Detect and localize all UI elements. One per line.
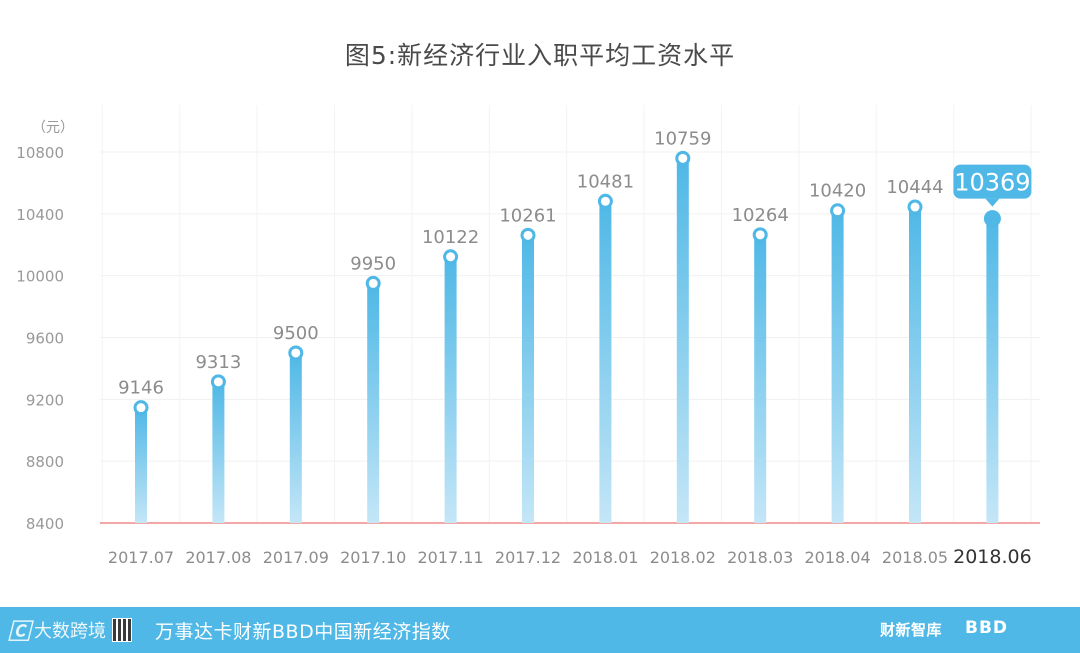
data-label: 10759 [654, 128, 711, 149]
bar [367, 283, 380, 523]
bar-marker [597, 193, 613, 209]
x-tick-label: 2018.03 [727, 548, 793, 567]
data-label: 10444 [886, 177, 943, 198]
value-callout-pointer [985, 198, 1000, 207]
bar-marker [365, 275, 381, 291]
y-tick-label: 8800 [26, 453, 64, 471]
data-label: 10264 [732, 205, 789, 226]
source-label: 万事达卡财新BBD中国新经济指数 [155, 621, 451, 643]
y-tick-label: 10000 [16, 268, 64, 286]
data-label: 9146 [118, 378, 164, 399]
bar [212, 381, 225, 523]
data-label: 9950 [350, 253, 396, 274]
bar-marker [443, 249, 459, 265]
bar [135, 407, 147, 523]
bar [599, 201, 612, 524]
bar-marker [210, 374, 226, 390]
bar [754, 234, 767, 523]
logo-mark-icon: 🄲 [8, 620, 31, 645]
bar [831, 210, 844, 523]
data-label: 10369 [954, 169, 1030, 197]
bar-marker [520, 227, 536, 243]
chart-title: 图5:新经济行业入职平均工资水平 [344, 41, 736, 70]
y-axis-unit-label: （元） [32, 120, 74, 136]
x-tick-label: 2018.05 [882, 548, 948, 567]
bar [522, 235, 534, 523]
x-tick-label: 2017.11 [418, 548, 484, 567]
x-tick-label: 2018.06 [953, 546, 1032, 568]
y-tick-label: 9200 [26, 391, 64, 409]
qr-code-icon [112, 618, 133, 642]
data-label: 9313 [195, 352, 241, 373]
bbd-brand: BBD [965, 618, 1009, 638]
x-tick-label: 2017.09 [263, 548, 329, 567]
data-label: 10420 [809, 181, 866, 202]
bar-marker [675, 150, 691, 166]
bar-marker [830, 203, 846, 219]
bar [909, 207, 921, 523]
x-tick-label: 2018.01 [572, 548, 638, 567]
bar [444, 256, 457, 523]
caixin-brand: 财新智库 [880, 621, 943, 639]
y-tick-label: 9600 [26, 330, 64, 348]
bar [986, 218, 999, 523]
value-callout [953, 164, 1032, 199]
y-tick-label: 10800 [16, 144, 64, 162]
logo-text: 大数跨境 [34, 621, 107, 642]
x-axis: 2017.07 2017.08 2017.09 2017.10 2017.11 2017.… [108, 546, 1032, 568]
bar-marker [983, 210, 1001, 228]
x-tick-label: 2018.02 [650, 548, 716, 567]
data-label: 10481 [577, 171, 634, 192]
footer-bar: 🄲 大数跨境 万事达卡财新BBD中国新经济指数 财新智库 BBD [0, 607, 1080, 653]
bar-marker [907, 199, 923, 215]
bar-marker [288, 345, 304, 361]
x-tick-label: 2017.07 [108, 548, 174, 567]
data-label: 9500 [273, 323, 319, 344]
x-tick-label: 2017.10 [340, 548, 406, 567]
y-tick-label: 8400 [26, 515, 64, 533]
bar [289, 352, 302, 523]
y-axis: 8400 8800 9200 9600 10000 10400 10800 [16, 144, 64, 533]
bar-marker [133, 400, 149, 416]
data-label: 10122 [422, 227, 479, 248]
bars: 9146 9313 9500 9950 10122 10261 10481 10759 1026… [118, 128, 1032, 524]
site-logo: 🄲 大数跨境 [8, 614, 133, 646]
x-tick-label: 2017.12 [495, 548, 561, 567]
bar-marker [752, 227, 768, 243]
bar-chart: （元） 8400 8800 9200 9600 10000 10400 10800 9146… [16, 105, 1040, 568]
x-tick-label: 2017.08 [185, 548, 251, 567]
bar [676, 158, 689, 523]
y-tick-label: 10400 [16, 206, 64, 224]
grid [100, 105, 1040, 524]
data-label: 10261 [499, 205, 556, 226]
x-tick-label: 2018.04 [805, 548, 871, 567]
